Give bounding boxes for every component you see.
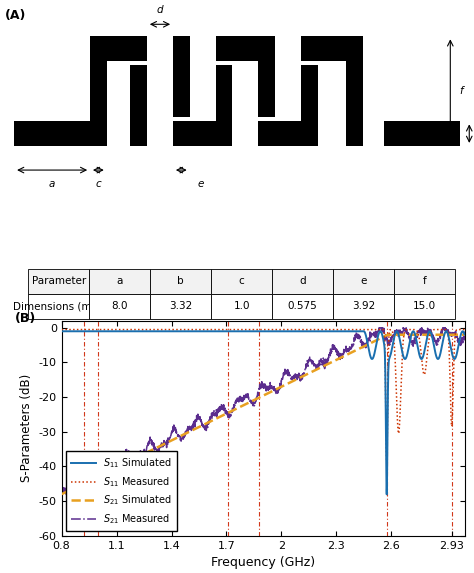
Bar <box>346 37 363 146</box>
Bar <box>173 121 232 146</box>
Bar <box>14 121 90 146</box>
$S_{21}$ Measured <box>462 328 467 335</box>
$S_{21}$ Measured <box>450 329 456 336</box>
X-axis label: Frequency (GHz): Frequency (GHz) <box>211 556 315 569</box>
Text: e: e <box>197 179 203 189</box>
$S_{11}$ Simulated <box>450 354 456 360</box>
$S_{21}$ Simulated <box>450 331 456 338</box>
$S_{21}$ Simulated <box>385 331 391 338</box>
$S_{11}$ Measured <box>59 326 64 333</box>
Bar <box>173 37 190 117</box>
$S_{11}$ Measured <box>450 390 456 397</box>
Bar <box>130 65 147 146</box>
$S_{21}$ Measured <box>59 488 64 495</box>
$S_{21}$ Simulated <box>79 481 85 488</box>
Text: f: f <box>460 86 464 96</box>
$S_{11}$ Measured <box>462 326 467 333</box>
Bar <box>258 37 275 117</box>
Line: $S_{21}$ Measured: $S_{21}$ Measured <box>62 328 465 502</box>
Text: (A): (A) <box>5 9 26 22</box>
$S_{11}$ Simulated <box>59 328 64 335</box>
$S_{21}$ Measured <box>80 480 85 486</box>
Text: a: a <box>49 179 55 189</box>
$S_{11}$ Measured <box>255 326 260 333</box>
Text: c: c <box>95 179 101 189</box>
$S_{11}$ Simulated <box>244 328 250 335</box>
$S_{21}$ Measured <box>376 324 382 331</box>
$S_{11}$ Simulated <box>450 353 456 360</box>
$S_{21}$ Measured <box>450 331 456 337</box>
$S_{21}$ Simulated <box>450 331 456 338</box>
Bar <box>301 37 363 61</box>
Legend: $S_{11}$ Simulated, $S_{11}$ Measured, $S_{21}$ Simulated, $S_{21}$ Measured: $S_{11}$ Simulated, $S_{11}$ Measured, $… <box>66 452 177 531</box>
$S_{11}$ Simulated <box>384 491 390 498</box>
$S_{11}$ Simulated <box>255 328 260 335</box>
$S_{11}$ Measured <box>450 398 456 405</box>
Line: $S_{11}$ Simulated: $S_{11}$ Simulated <box>62 331 465 494</box>
Line: $S_{11}$ Measured: $S_{11}$ Measured <box>62 329 465 461</box>
Bar <box>90 37 147 61</box>
Bar <box>384 121 460 146</box>
$S_{21}$ Measured <box>244 394 250 401</box>
$S_{11}$ Measured <box>79 326 85 333</box>
$S_{11}$ Simulated <box>376 330 382 337</box>
$S_{11}$ Simulated <box>79 328 85 335</box>
Line: $S_{21}$ Simulated: $S_{21}$ Simulated <box>62 335 465 494</box>
Text: (B): (B) <box>15 312 36 325</box>
Y-axis label: S-Parameters (dB): S-Parameters (dB) <box>20 374 33 482</box>
Bar <box>301 65 318 146</box>
$S_{21}$ Simulated <box>59 490 64 497</box>
$S_{21}$ Simulated <box>462 331 467 338</box>
$S_{21}$ Measured <box>376 324 382 331</box>
$S_{11}$ Simulated <box>462 331 467 338</box>
Text: d: d <box>157 5 163 15</box>
Bar <box>258 121 318 146</box>
$S_{11}$ Measured <box>384 458 390 465</box>
Bar <box>216 37 275 61</box>
$S_{21}$ Measured <box>67 499 73 505</box>
Bar <box>90 37 107 146</box>
$S_{11}$ Measured <box>376 326 382 333</box>
$S_{11}$ Measured <box>244 326 250 333</box>
Bar <box>216 65 232 146</box>
$S_{21}$ Measured <box>255 389 261 396</box>
$S_{21}$ Simulated <box>255 395 260 402</box>
$S_{21}$ Simulated <box>376 336 382 343</box>
$S_{21}$ Simulated <box>244 400 250 407</box>
